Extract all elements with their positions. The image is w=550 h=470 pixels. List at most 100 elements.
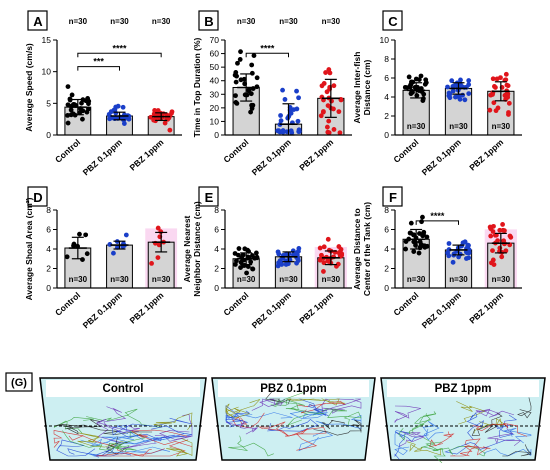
data-point: [326, 130, 332, 136]
y-axis-label-line: Distance (cm): [362, 59, 372, 115]
y-tick-label: 8: [214, 205, 219, 215]
data-point: [250, 102, 256, 108]
trajectory: [394, 405, 422, 424]
data-point: [152, 108, 158, 113]
data-point: [235, 60, 240, 66]
y-tick-label: 0: [384, 283, 389, 293]
data-point: [321, 269, 326, 274]
trajectory: [166, 437, 193, 457]
y-axis-label-line: Average Nearest: [182, 215, 192, 282]
data-point: [234, 258, 239, 264]
trajectory: [232, 412, 265, 429]
data-point: [336, 244, 342, 249]
trajectory: [101, 434, 175, 445]
trajectory: [475, 408, 515, 418]
trajectory: [86, 408, 162, 428]
trajectory: [429, 431, 455, 448]
data-point: [280, 87, 285, 93]
n-label: n=30: [237, 275, 256, 284]
tank-title-bg: [387, 380, 539, 397]
data-point: [317, 245, 323, 251]
trajectory: [62, 430, 122, 451]
data-point: [77, 231, 82, 237]
data-point: [460, 240, 466, 246]
data-point: [465, 249, 471, 255]
panel-letter: B: [204, 14, 213, 29]
data-point: [403, 246, 409, 252]
data-point: [336, 250, 342, 256]
significance-bracket: [245, 52, 289, 58]
data-point: [71, 243, 76, 249]
data-point: [320, 109, 326, 115]
bar-d-1: [106, 244, 133, 289]
panel-letter-box: [382, 186, 403, 207]
trajectory: [321, 398, 362, 413]
n-label: n=30: [492, 122, 511, 131]
data-point: [85, 98, 91, 104]
trajectory: [420, 437, 446, 464]
trajectory: [406, 441, 442, 456]
data-point: [238, 49, 243, 55]
data-point: [121, 121, 127, 126]
data-point: [466, 91, 472, 97]
panel-letter-box: [5, 372, 33, 392]
y-tick-label: 4: [214, 244, 219, 254]
x-tick-label: PBZ 1ppm: [128, 137, 166, 173]
y-tick-label: 6: [214, 225, 219, 235]
data-point: [291, 107, 297, 113]
trajectory: [111, 429, 185, 453]
x-tick-label: PBZ 0.1ppm: [420, 290, 464, 331]
data-point: [244, 270, 249, 276]
trajectory: [422, 421, 444, 441]
data-point: [155, 255, 161, 261]
data-point: [326, 67, 332, 72]
tank-outline: [380, 377, 546, 461]
panel-letter: F: [389, 190, 397, 205]
trajectory: [399, 430, 425, 447]
y-tick-label: 60: [210, 49, 220, 59]
data-point: [458, 77, 463, 83]
data-point: [232, 262, 238, 267]
data-point: [296, 246, 302, 251]
data-point: [254, 255, 260, 261]
data-point: [488, 233, 494, 239]
y-tick-label: 6: [384, 225, 389, 235]
data-point: [424, 234, 430, 240]
data-point: [490, 92, 495, 97]
y-tick-label: 10: [210, 116, 220, 126]
data-point: [321, 244, 327, 250]
tank-title: PBZ 1ppm: [435, 383, 492, 395]
y-tick-label: 4: [384, 92, 389, 102]
y-tick-label: 40: [210, 76, 220, 86]
data-point: [64, 254, 70, 260]
data-point: [487, 224, 493, 230]
data-point: [499, 254, 505, 260]
y-axis-label: Average Shoal Area (cm²): [24, 197, 34, 300]
significance-bracket: [77, 52, 162, 58]
data-point: [487, 107, 493, 113]
x-tick-label: PBZ 1ppm: [467, 290, 505, 326]
trajectory: [258, 421, 308, 437]
y-tick-label: 0: [46, 283, 51, 293]
trajectory: [53, 430, 84, 448]
panel-letter: A: [33, 14, 43, 29]
data-point: [236, 252, 241, 258]
data-point: [419, 219, 424, 225]
data-point: [407, 83, 413, 88]
trajectory: [77, 432, 125, 448]
significance-label: ****: [260, 43, 275, 53]
y-tick-label: 6: [384, 73, 389, 83]
trajectory: [96, 418, 140, 449]
data-point: [169, 111, 174, 116]
significance-label: ***: [93, 57, 104, 67]
trajectory: [298, 430, 334, 452]
y-tick-label: 0: [214, 283, 219, 293]
n-label: n=30: [407, 122, 426, 131]
data-point: [290, 252, 296, 258]
data-point: [505, 83, 511, 89]
significance-bracket: [77, 66, 120, 71]
trajectory: [130, 429, 193, 447]
x-tick-label: PBZ 0.1ppm: [250, 137, 294, 178]
panel-letter-box: [27, 10, 48, 31]
